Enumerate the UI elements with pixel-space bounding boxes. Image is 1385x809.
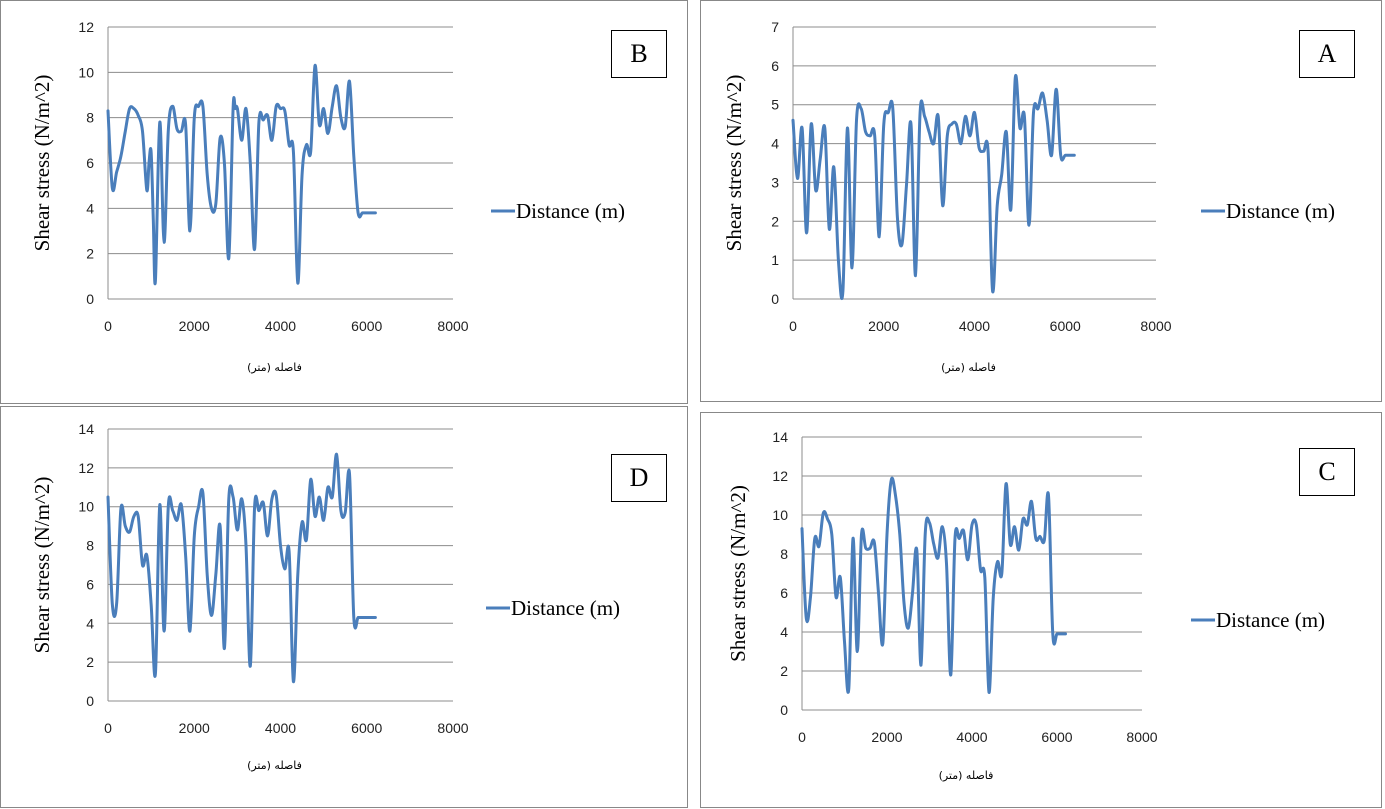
chart-panel-d: 0 2 4 6 8 10 12 14 0 2000 4000 6000 8000 Shear stress… [0, 406, 688, 808]
x-tick-label: 6000 [1041, 729, 1072, 745]
x-axis-label: فاصله (متر) [247, 361, 302, 374]
x-tick-label: 4000 [956, 729, 987, 745]
y-tick-label: 14 [772, 429, 788, 445]
x-tick-label: 2000 [868, 318, 899, 334]
y-tick-label: 6 [771, 58, 779, 74]
y-tick-label: 10 [78, 64, 94, 80]
x-tick-label: 6000 [1050, 318, 1081, 334]
panel-label-d: D [611, 454, 667, 502]
legend-label: Distance (m) [511, 596, 620, 620]
y-tick-label: 2 [86, 654, 94, 670]
y-tick-label: 7 [771, 19, 779, 35]
y-axis-label: Shear stress (N/m^2) [722, 75, 746, 252]
y-tick-label: 2 [771, 213, 779, 229]
y-tick-label: 6 [86, 576, 94, 592]
chart-panel-a: 0 1 2 3 4 5 6 7 0 2000 4000 6000 8000 Shear stress (N… [700, 0, 1382, 402]
x-tick-label: 2000 [179, 318, 210, 334]
x-tick-label: 0 [789, 318, 797, 334]
x-tick-label: 4000 [959, 318, 990, 334]
x-tick-label: 8000 [437, 318, 468, 334]
y-axis-label: Shear stress (N/m^2) [726, 485, 750, 662]
y-tick-label: 12 [772, 468, 788, 484]
y-tick-label: 4 [771, 136, 779, 152]
y-tick-label: 4 [86, 615, 94, 631]
y-tick-label: 6 [780, 585, 788, 601]
y-tick-label: 0 [780, 702, 788, 718]
x-axis-label: فاصله (متر) [941, 361, 996, 374]
y-tick-label: 0 [86, 291, 94, 307]
chart-svg-b: 0 2 4 6 8 10 12 0 2000 4000 6000 8000 Shear stress (… [30, 19, 625, 374]
y-tick-label: 6 [86, 155, 94, 171]
legend-label: Distance (m) [1226, 199, 1335, 223]
x-tick-label: 8000 [437, 720, 468, 736]
y-axis-label: Shear stress (N/m^2) [30, 477, 54, 654]
chart-panel-c: 0 2 4 6 8 10 12 14 0 2000 4000 6000 8000 Shear stress… [700, 412, 1382, 808]
panel-label-a: A [1299, 30, 1355, 78]
legend-label: Distance (m) [1216, 608, 1325, 632]
x-tick-label: 0 [798, 729, 806, 745]
series-line [800, 476, 1067, 694]
chart-svg-d: 0 2 4 6 8 10 12 14 0 2000 4000 6000 8000 Shear stress… [30, 421, 620, 772]
series-line [106, 63, 377, 286]
y-tick-label: 10 [78, 499, 94, 515]
y-tick-label: 8 [86, 110, 94, 126]
x-tick-label: 8000 [1140, 318, 1171, 334]
x-axis-label: فاصله (متر) [939, 769, 994, 782]
legend-label: Distance (m) [516, 199, 625, 223]
y-tick-label: 8 [780, 546, 788, 562]
y-tick-label: 2 [780, 663, 788, 679]
chart-svg-a: 0 1 2 3 4 5 6 7 0 2000 4000 6000 8000 Shear stress (N… [722, 19, 1335, 374]
series-line [106, 452, 377, 684]
y-tick-label: 4 [780, 624, 788, 640]
y-tick-label: 3 [771, 174, 779, 190]
y-tick-label: 14 [78, 421, 94, 437]
x-tick-label: 0 [104, 318, 112, 334]
panel-label-c: C [1299, 448, 1355, 496]
y-axis-label: Shear stress (N/m^2) [30, 75, 54, 252]
chart-panel-b: 0 2 4 6 8 10 12 0 2000 4000 6000 8000 Shear stress (… [0, 0, 688, 404]
panel-label-b: B [611, 30, 667, 78]
x-tick-label: 8000 [1126, 729, 1157, 745]
x-tick-label: 6000 [351, 720, 382, 736]
chart-svg-c: 0 2 4 6 8 10 12 14 0 2000 4000 6000 8000 Shear stress… [726, 429, 1325, 782]
y-tick-label: 5 [771, 97, 779, 113]
y-tick-label: 1 [771, 252, 779, 268]
y-tick-label: 4 [86, 200, 94, 216]
x-tick-label: 4000 [265, 720, 296, 736]
x-axis-label: فاصله (متر) [247, 759, 302, 772]
y-tick-label: 10 [772, 507, 788, 523]
x-tick-label: 2000 [871, 729, 902, 745]
y-tick-label: 0 [86, 693, 94, 709]
y-tick-label: 12 [78, 19, 94, 35]
y-tick-label: 2 [86, 246, 94, 262]
y-tick-label: 12 [78, 460, 94, 476]
x-tick-label: 0 [104, 720, 112, 736]
y-tick-label: 8 [86, 538, 94, 554]
y-tick-label: 0 [771, 291, 779, 307]
x-tick-label: 2000 [179, 720, 210, 736]
x-tick-label: 6000 [351, 318, 382, 334]
series-line [791, 73, 1076, 301]
x-tick-label: 4000 [265, 318, 296, 334]
